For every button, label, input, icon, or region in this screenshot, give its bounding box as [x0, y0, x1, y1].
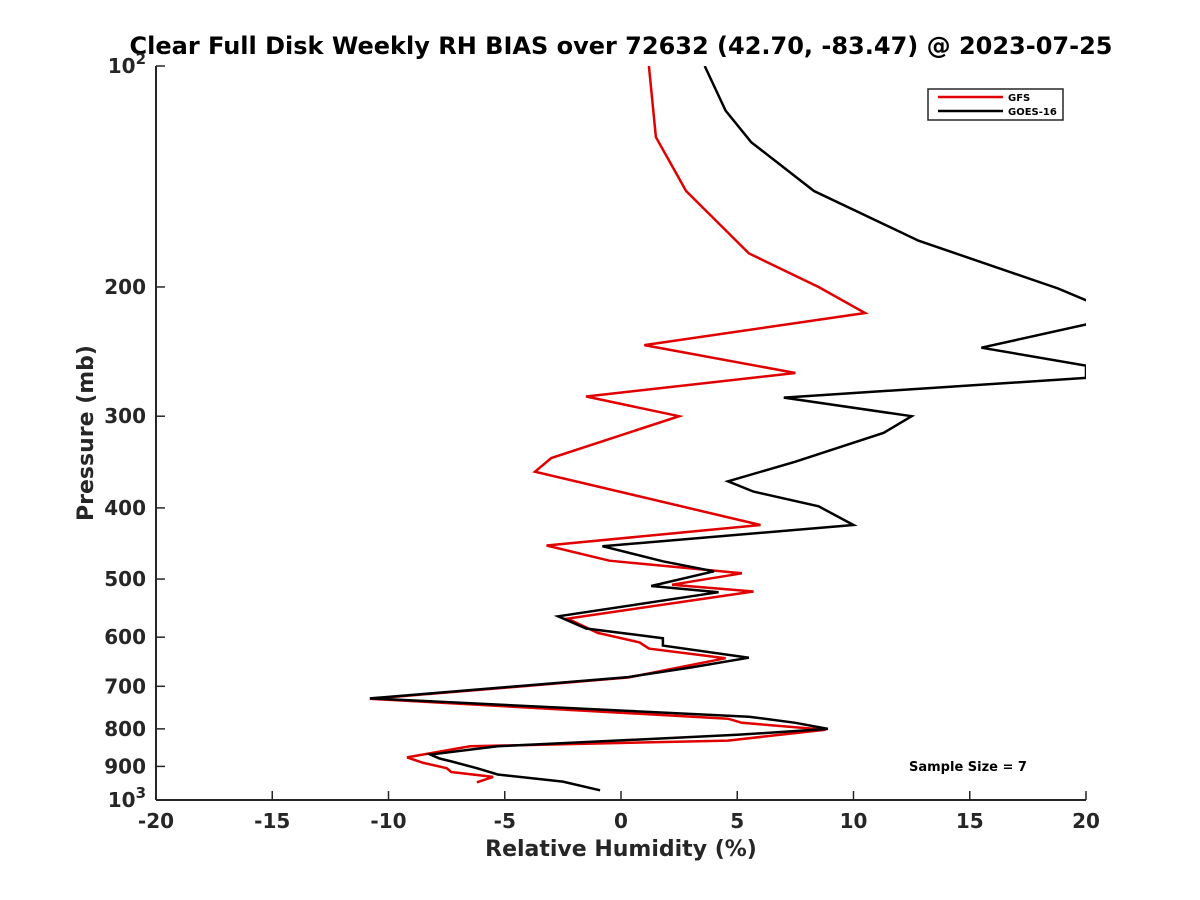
x-tick-label: 20 [1072, 809, 1100, 833]
y-tick-label: 400 [104, 496, 146, 520]
legend-label-gfs: GFS [1008, 93, 1030, 104]
x-axis-ticks: -20 -15 -10 -5 0 5 10 15 20 [138, 791, 1100, 833]
y-tick-label: 900 [104, 754, 146, 778]
y-tick-label: 600 [104, 625, 146, 649]
x-tick-label: -20 [138, 809, 174, 833]
x-tick-label: 0 [614, 809, 628, 833]
legend-box [927, 88, 1064, 121]
y-tick-label: 102 [108, 50, 146, 78]
y-tick-label: 500 [104, 567, 146, 591]
sample-size-annotation: Sample Size = 7 [909, 760, 1027, 775]
x-tick-label: -10 [370, 809, 406, 833]
x-tick-label: 5 [730, 809, 744, 833]
x-tick-label: -15 [254, 809, 290, 833]
y-tick-label: 300 [104, 404, 146, 428]
legend: GFS GOES-16 [927, 88, 1064, 121]
y-tick-label: 800 [104, 717, 146, 741]
series-line-gfs [369, 66, 869, 784]
y-tick-label: 103 [108, 784, 146, 812]
legend-label-goes16: GOES-16 [1008, 107, 1057, 118]
chart-title: Clear Full Disk Weekly RH BIAS over 7263… [130, 32, 1113, 60]
series-line-goes16 [369, 66, 1086, 792]
x-axis-label: Relative Humidity (%) [485, 837, 757, 862]
y-tick-label: 700 [104, 674, 146, 698]
y-axis-ticks: 102 200 300 400 500 600 700 800 900 103 [104, 50, 165, 812]
y-axis-label: Pressure (mb) [74, 345, 99, 521]
x-tick-label: 10 [840, 809, 868, 833]
series-layer [369, 66, 1086, 792]
x-tick-label: -5 [494, 809, 516, 833]
y-tick-label: 200 [104, 275, 146, 299]
x-tick-label: 15 [956, 809, 984, 833]
